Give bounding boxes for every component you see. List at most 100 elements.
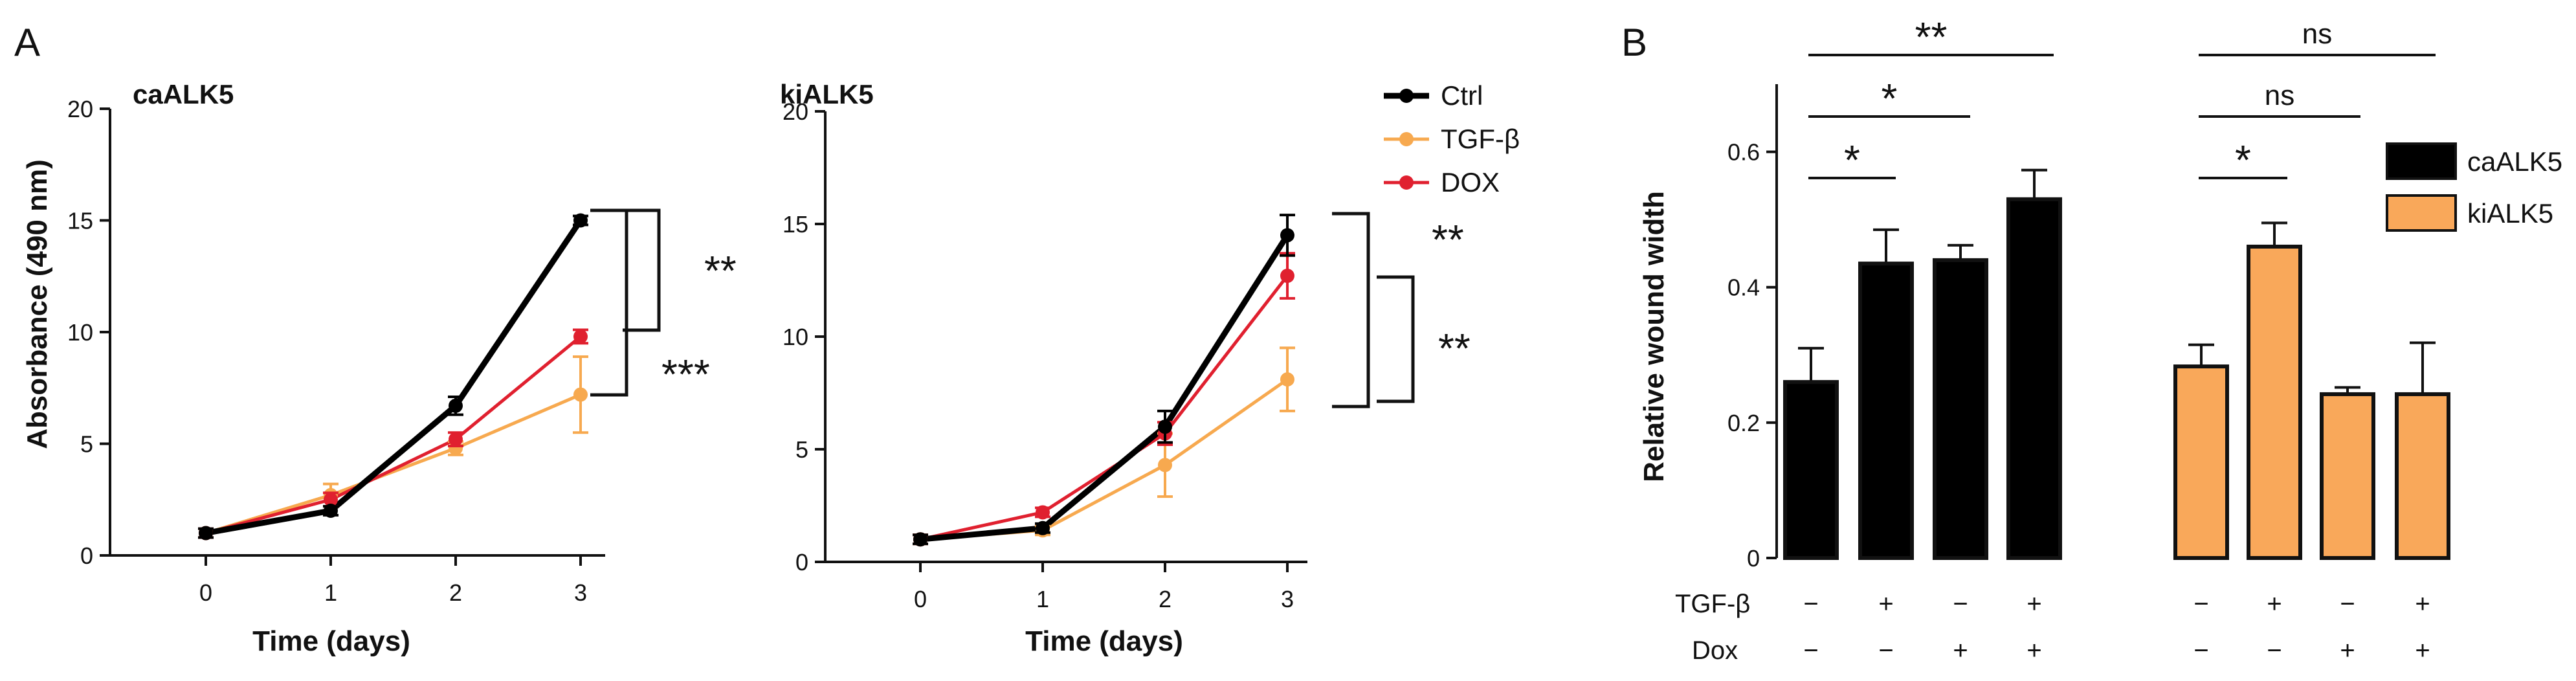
series-line-ctrl — [205, 218, 583, 536]
tgf-sign: − — [2340, 590, 2355, 618]
y-axis-label: Absorbance (490 nm) — [21, 159, 53, 449]
legend-line: Ctrl TGF-β DOX — [1384, 80, 1520, 197]
significance-label: ** — [704, 247, 737, 294]
legend-label: kiALK5 — [2467, 198, 2553, 229]
y-tick-label: 15 — [783, 211, 808, 238]
chart-kialk5: kiALK5 Time (days) 0 5 10 15 20 0 1 2 3 ** ** — [780, 79, 1471, 657]
significance-label: *** — [661, 351, 710, 397]
series-line-ctrl — [920, 233, 1290, 542]
significance-label: * — [2235, 137, 2251, 183]
x-tick-label: 3 — [1281, 586, 1294, 612]
bar-kialk5 — [2247, 244, 2302, 560]
data-point — [324, 492, 338, 507]
bar-caalk5 — [1933, 258, 1988, 560]
x-tick-label: 2 — [1159, 586, 1171, 612]
data-point — [1280, 228, 1294, 243]
dox-sign: + — [2415, 636, 2430, 665]
y-tick-label: 0 — [80, 542, 93, 569]
row-label-dox: Dox — [1692, 636, 1738, 665]
y-tick-label: 15 — [67, 208, 93, 234]
x-tick-label: 0 — [914, 586, 927, 612]
y-tick-label: 20 — [67, 96, 93, 122]
row-label-tgf: TGF-β — [1675, 590, 1750, 618]
x-tick-label: 1 — [324, 579, 337, 606]
significance-label: ** — [1438, 325, 1471, 372]
y-tick-label: 0.2 — [1727, 410, 1760, 436]
legend-swatch — [2386, 142, 2457, 180]
series-line-dox — [920, 274, 1289, 541]
legend-label: TGF-β — [1441, 124, 1520, 154]
series-line-dox — [205, 335, 582, 535]
dox-sign: + — [1953, 636, 1968, 665]
bar-caalk5 — [1783, 380, 1839, 560]
significance-label: * — [1882, 75, 1898, 122]
tgf-sign: − — [1803, 590, 1818, 618]
chart-title: caALK5 — [133, 79, 234, 109]
data-point — [1036, 505, 1050, 520]
y-tick-label: 0.6 — [1727, 139, 1760, 166]
significance-bracket — [623, 208, 661, 332]
data-point — [1158, 458, 1172, 473]
dox-sign: − — [2193, 636, 2208, 665]
series-line-tgf — [920, 378, 1289, 541]
x-tick-label: 2 — [449, 579, 462, 606]
data-point — [449, 432, 463, 447]
dox-sign: − — [1803, 636, 1818, 665]
data-point — [1280, 372, 1294, 387]
significance-label: * — [1844, 137, 1860, 183]
legend-label: Ctrl — [1441, 80, 1483, 111]
tgf-sign: − — [2193, 590, 2208, 618]
data-point — [1036, 520, 1050, 535]
data-point — [573, 387, 588, 402]
bar-kialk5 — [2395, 392, 2450, 560]
dox-sign: − — [1878, 636, 1893, 665]
chart-caalk5: caALK5 Absorbance (490 nm) Time (days) 0… — [21, 79, 737, 657]
dox-sign: + — [2026, 636, 2041, 665]
legend-swatch — [2386, 194, 2457, 232]
dox-sign: − — [2267, 636, 2282, 665]
significance-bracket — [1332, 212, 1370, 408]
y-tick-label: 20 — [783, 98, 808, 125]
bar-kialk5 — [2173, 364, 2229, 560]
data-point — [324, 504, 338, 518]
y-tick-label: 0 — [795, 549, 808, 575]
tgf-sign: + — [2415, 590, 2430, 618]
data-point — [913, 532, 927, 547]
chart-title: kiALK5 — [780, 79, 874, 109]
y-tick-label: 10 — [783, 324, 808, 350]
bar-kialk5 — [2320, 392, 2375, 560]
chart-wound-width: Relative wound width 0 0.2 0.4 0.6 − + − + − + − + −… — [1638, 14, 2450, 665]
legend-marker — [1399, 132, 1414, 146]
tgf-sign: − — [1953, 590, 1968, 618]
series-line-tgf — [205, 393, 581, 535]
data-point — [449, 398, 463, 413]
tgf-sign: + — [2026, 590, 2041, 618]
x-axis-label: Time (days) — [1025, 625, 1183, 657]
bar-caalk5 — [1858, 262, 1914, 560]
data-point — [199, 526, 213, 541]
panel-b-letter: B — [1621, 21, 1647, 64]
data-point — [573, 213, 588, 228]
y-tick-label: 5 — [795, 436, 808, 463]
significance-bracket — [590, 208, 628, 397]
x-axis-label: Time (days) — [252, 625, 410, 657]
tgf-sign: + — [2267, 590, 2282, 618]
data-point — [1280, 269, 1294, 284]
dox-sign: + — [2340, 636, 2355, 665]
y-tick-label: 5 — [80, 431, 93, 458]
y-tick-label: 0.4 — [1727, 274, 1760, 301]
significance-label: ** — [1432, 216, 1464, 263]
x-tick-label: 3 — [574, 579, 587, 606]
significance-label: ** — [1915, 14, 1948, 60]
data-point — [1158, 419, 1172, 434]
y-axis-label: Relative wound width — [1638, 191, 1670, 482]
significance-bracket — [1377, 275, 1415, 403]
legend-bar: caALK5 kiALK5 — [2386, 142, 2562, 232]
bar-caalk5 — [2006, 197, 2062, 560]
tgf-sign: + — [1878, 590, 1893, 618]
legend-marker — [1399, 89, 1414, 103]
x-tick-label: 0 — [199, 579, 212, 606]
legend-marker — [1399, 175, 1414, 190]
legend-label: caALK5 — [2467, 146, 2562, 177]
